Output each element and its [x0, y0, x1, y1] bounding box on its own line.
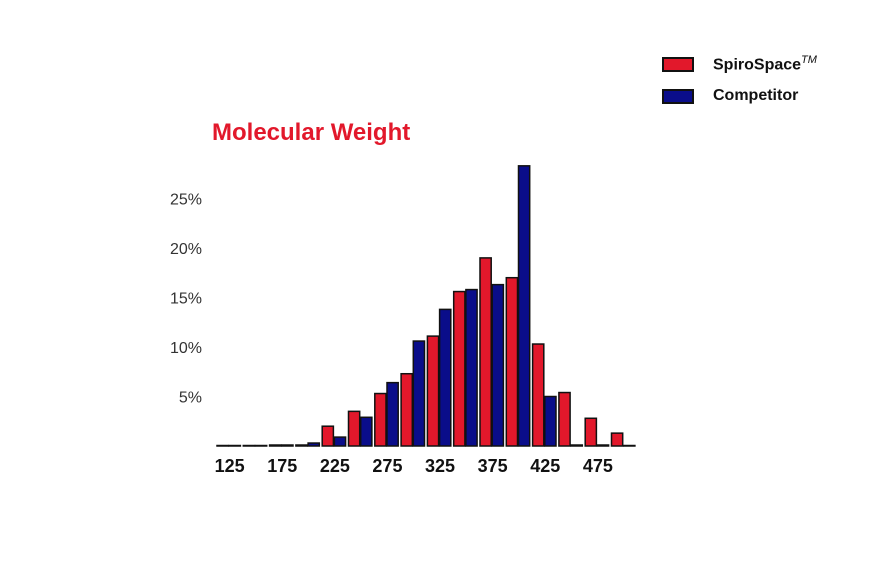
bar-spirospace-325 [426, 335, 440, 447]
bar-spirospace-225 [321, 425, 335, 447]
bar-competitor-350 [465, 288, 478, 447]
bar-spirospace-375 [479, 257, 492, 447]
x-tick-label: 225 [320, 456, 350, 476]
bar-competitor-400 [517, 165, 531, 447]
bar-competitor-300 [412, 340, 426, 447]
bar-spirospace-475 [584, 417, 598, 447]
bar-spirospace-175 [268, 444, 282, 447]
x-tick-label: 125 [215, 456, 245, 476]
bar-spirospace-450 [558, 391, 571, 447]
chart-title: Molecular Weight [212, 119, 411, 146]
bar-spirospace-300 [400, 372, 414, 447]
bar-spirospace-125 [216, 444, 229, 447]
y-tick-label: 5% [179, 390, 202, 407]
bar-spirospace-400 [505, 276, 519, 447]
bar-competitor-500 [622, 444, 636, 447]
bar-competitor-200 [307, 442, 321, 447]
bar-competitor-150 [254, 444, 268, 447]
bar-spirospace-150 [242, 444, 256, 447]
bar-competitor-250 [359, 416, 373, 447]
bar-competitor-450 [570, 444, 584, 447]
x-tick-label: 375 [478, 456, 508, 476]
bar-spirospace-250 [347, 410, 361, 447]
legend-swatch-spirospace [662, 56, 694, 72]
bar-spirospace-350 [452, 290, 466, 447]
x-tick-label: 425 [530, 456, 560, 476]
bar-spirospace-275 [374, 392, 387, 447]
bar-competitor-275 [386, 381, 399, 447]
y-tick-label: 15% [170, 291, 202, 308]
x-tick-label: 275 [372, 456, 402, 476]
x-tick-label: 475 [583, 456, 613, 476]
legend-item-spirospace: SpiroSpaceTM [662, 48, 817, 80]
bar-competitor-175 [281, 444, 294, 447]
bar-spirospace-500 [610, 432, 624, 447]
legend-label-competitor: Competitor [713, 87, 799, 104]
legend-item-competitor: Competitor [662, 80, 817, 112]
bar-competitor-475 [596, 444, 610, 447]
y-tick-label: 20% [170, 241, 202, 258]
legend-swatch-competitor [662, 88, 694, 104]
legend-label-spirospace: SpiroSpaceTM [713, 53, 817, 74]
bar-spirospace-200 [295, 444, 308, 447]
legend: SpiroSpaceTM Competitor [662, 48, 817, 112]
bar-competitor-375 [491, 283, 505, 447]
x-tick-label: 325 [425, 456, 455, 476]
y-tick-label: 25% [170, 192, 202, 209]
bar-competitor-125 [228, 444, 242, 447]
bar-competitor-425 [544, 395, 557, 447]
bar-competitor-225 [333, 436, 347, 447]
x-tick-label: 175 [267, 456, 297, 476]
bar-spirospace-425 [531, 343, 545, 447]
bar-competitor-325 [438, 308, 452, 447]
y-tick-label: 10% [170, 340, 202, 357]
